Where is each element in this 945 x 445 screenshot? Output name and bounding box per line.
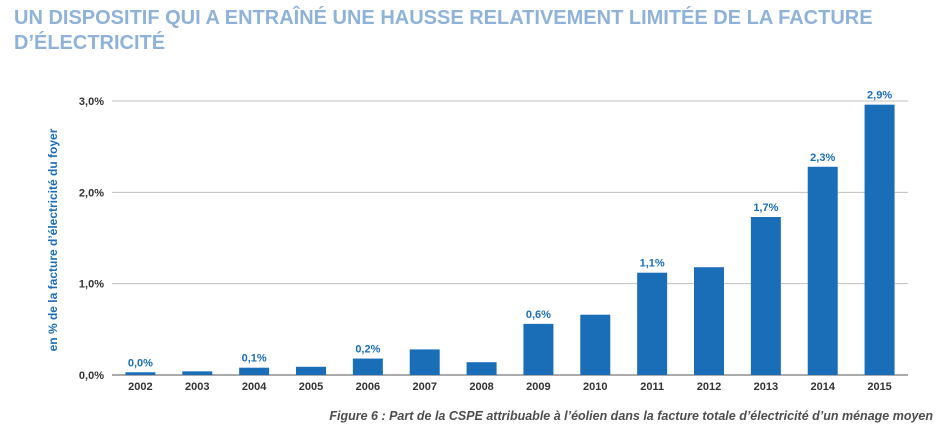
y-tick-label: 1,0% (79, 279, 104, 291)
bar (750, 216, 781, 375)
bar (296, 366, 326, 375)
bar (864, 104, 895, 376)
bar (694, 267, 724, 375)
y-axis-ticks: 0,0% 1,0% 2,0% 3,0% (79, 96, 104, 382)
y-tick-label: 0,0% (79, 370, 104, 382)
bar (466, 362, 497, 375)
data-label: 0,2% (355, 344, 380, 356)
x-tick-label: 2008 (469, 381, 493, 393)
x-tick-label: 2002 (128, 381, 152, 393)
x-tick-label: 2005 (299, 381, 323, 393)
x-tick-label: 2011 (640, 381, 664, 393)
grid-lines (112, 100, 908, 376)
bar (182, 371, 213, 375)
y-axis-label: en % de la facture d’électricité du foye… (46, 128, 60, 351)
data-label: 0,0% (128, 357, 153, 369)
data-label: 1,1% (640, 258, 665, 270)
x-tick-label: 2010 (583, 381, 607, 393)
y-tick-label: 3,0% (79, 96, 104, 108)
x-tick-label: 2003 (185, 381, 209, 393)
bar (637, 272, 668, 375)
bar (580, 314, 611, 375)
data-label: 1,7% (753, 202, 778, 214)
bar (409, 349, 440, 375)
data-label: 2,9% (867, 90, 892, 102)
x-tick-label: 2013 (754, 381, 778, 393)
bar (352, 358, 383, 375)
chart-title: UN DISPOSITIF QUI A ENTRAÎNÉ UNE HAUSSE … (14, 7, 873, 54)
bar (239, 367, 270, 375)
data-labels: 0,0% 0,1% 0,2% 0,6% 1,1% 1,7% 2,3% 2,9% (128, 90, 892, 370)
x-tick-label: 2007 (412, 381, 436, 393)
x-tick-label: 2009 (526, 381, 550, 393)
bar (807, 166, 838, 375)
x-tick-label: 2012 (697, 381, 721, 393)
x-axis-ticks: 2002 2003 2004 2005 2006 2007 2008 2009 2010 2011… (128, 381, 892, 393)
x-tick-label: 2004 (242, 381, 267, 393)
figure-caption: Figure 6 : Part de la CSPE attribuable à… (329, 409, 933, 423)
x-tick-label: 2014 (810, 381, 835, 393)
data-label: 0,1% (242, 353, 267, 365)
data-label: 2,3% (810, 152, 835, 164)
bar (523, 323, 554, 375)
x-tick-label: 2006 (356, 381, 380, 393)
bar (125, 372, 156, 375)
y-tick-label: 2,0% (79, 187, 104, 199)
x-tick-label: 2015 (867, 381, 891, 393)
data-label: 0,6% (526, 309, 551, 321)
bars (125, 104, 895, 376)
